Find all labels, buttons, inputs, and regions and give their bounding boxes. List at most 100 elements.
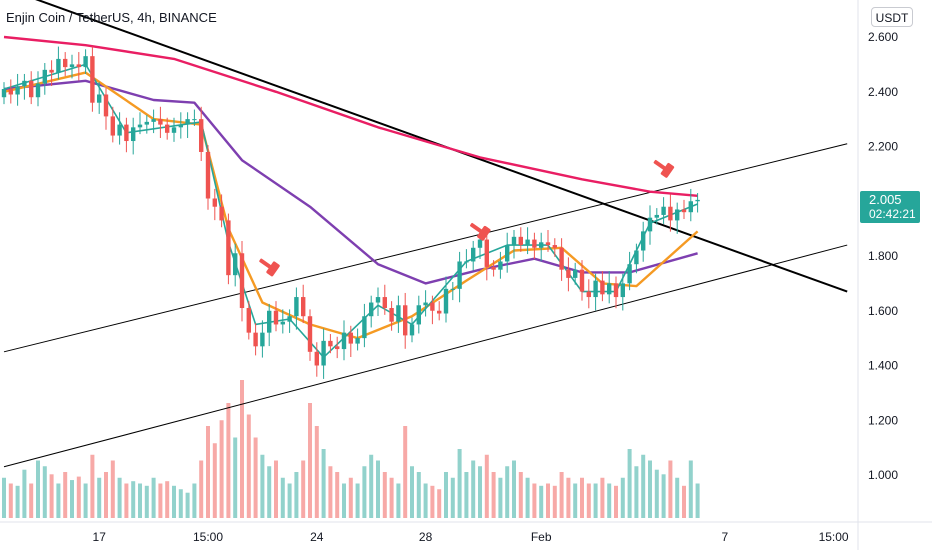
volume-bar [675,477,680,518]
symbol-title[interactable]: Enjin Coin / TetherUS, 4h, BINANCE [6,10,217,25]
candle-body [498,261,503,270]
volume-bar [15,485,20,518]
price-tick-label: 1.000 [868,468,898,482]
candle-body [559,247,564,270]
candle-body [185,119,190,125]
candle-body [49,69,54,73]
candle-body [437,310,442,314]
candle-body [423,302,428,306]
volume-bar [172,485,176,518]
volume-bar [586,483,591,518]
candle-body [586,291,591,298]
volume-bar [76,476,81,518]
currency-badge[interactable]: USDT [871,7,913,27]
volume-bar [478,466,482,518]
volume-bar [199,460,204,518]
candle-body [294,297,299,317]
candle-body [593,280,598,298]
volume-bar [498,477,503,518]
price-axis[interactable]: 2.6002.4002.2002.0001.8001.6001.4001.200… [868,30,898,482]
volume-bar [246,414,251,518]
candle-body [15,86,20,95]
overlay-lines [3,0,848,468]
volume-bar [206,426,210,518]
candle-body [369,302,374,317]
candle-body [341,332,347,350]
volume-bar [83,483,88,518]
volume-bar [471,460,476,518]
volume-bar [634,466,639,518]
volume-bar [260,454,265,518]
candle-body [471,247,476,262]
volume-bar [144,485,149,518]
candle-body [634,250,639,265]
volume-bar [348,477,353,518]
volume-bar [219,420,224,518]
candle-body [131,127,136,142]
volume-bar [620,477,625,518]
volume-bar [369,454,374,518]
candle-body [695,199,700,202]
candle-body [328,340,333,347]
volume-bar [63,472,68,518]
candle-body [124,124,129,142]
volume-bar [600,477,605,518]
candle-body [165,124,170,133]
volume-bar [90,454,95,518]
candle-body [335,346,340,350]
candle-body [647,217,653,232]
moving-average-line [3,35,698,197]
trendline [3,143,848,353]
time-tick-label: 15:00 [193,530,223,544]
candle-body [212,198,217,207]
volume-bar [614,485,618,518]
time-axis[interactable]: 17 15:00 24 28 Feb 7 15:00 [93,530,849,544]
candle-body [117,124,122,136]
volume-bar [42,466,47,518]
volume-bar [301,460,306,518]
volume-bar [253,437,258,518]
volume-bar [36,460,40,518]
candle-body [681,209,687,213]
candle-body [199,119,204,152]
volume-bar [70,480,74,518]
volume-bar [22,469,27,518]
volume-bar [185,492,190,518]
candle-body [613,283,619,298]
candle-body [566,269,571,278]
time-tick-label: 15:00 [819,530,849,544]
candle-body [511,236,517,246]
volume-bar [97,477,102,518]
volume-bar [627,449,632,518]
candle-body [151,119,156,122]
time-tick-label: Feb [531,530,552,544]
volume-bar [287,483,292,518]
candle-body [362,316,367,339]
volume-bar [518,472,523,518]
candle-body [491,266,496,270]
volume-bars [2,380,700,518]
volume-bar [410,466,414,518]
volume-bar [559,472,564,518]
volume-bar [376,460,380,518]
candle-body [396,305,401,322]
volume-bar [430,485,435,518]
volume-bar [682,485,686,518]
hammer-icon [653,159,675,178]
candle-body [219,206,224,221]
volume-bar [308,403,312,518]
candle-body [1,89,7,98]
volume-bar [321,449,326,518]
volume-bar [274,460,278,518]
candle-body [56,58,61,73]
volume-bar [437,489,442,518]
candle-body [321,340,326,366]
volume-bar [131,481,136,518]
volume-bar [546,483,550,518]
candle-body [63,58,68,68]
volume-bar [525,477,530,518]
candle-body [600,280,605,295]
volume-bar [2,477,6,518]
